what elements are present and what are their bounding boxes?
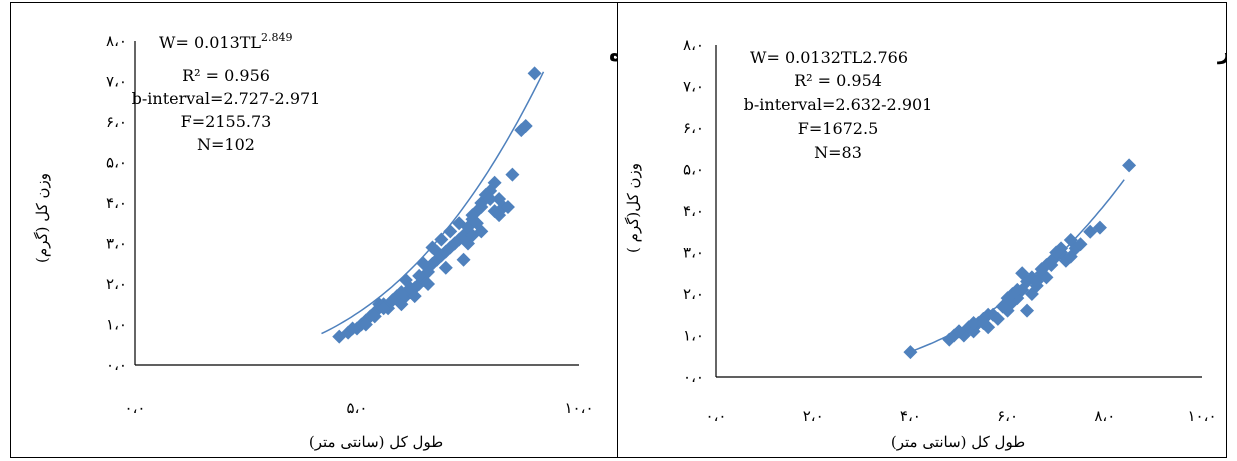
data-point — [469, 216, 484, 231]
data-point — [966, 316, 981, 331]
f-statistic-label: F=1672.5 — [798, 119, 879, 138]
y-axis-title: وزن کل(گرم ) — [624, 163, 642, 253]
sample-size-label: N=83 — [814, 143, 862, 162]
y-tick-label: ۳،۰ — [683, 244, 704, 262]
x-tick-label: ۲،۰ — [803, 407, 824, 425]
r-squared-label: R² = 0.956 — [182, 66, 270, 85]
y-tick-label: ۲،۰ — [106, 275, 127, 293]
data-point — [505, 167, 520, 182]
trendline — [905, 179, 1125, 355]
data-point — [1000, 291, 1015, 306]
data-point — [376, 301, 391, 316]
x-tick-label: ۱۰،۰ — [564, 399, 593, 417]
data-point — [1058, 253, 1073, 268]
y-tick-label: ۷،۰ — [683, 78, 704, 96]
female-chart-panel: ۰،۰ ۱،۰ ۲،۰ ۳،۰ ۴،۰ ۵،۰ ۶،۰ ۷،۰ ۸،۰ ۰،۰ ۵،۰ ۱۰،۰ ج… — [10, 2, 742, 458]
data-point — [474, 200, 489, 215]
data-point — [416, 256, 431, 271]
data-point — [398, 272, 413, 287]
x-tick-label: ۵،۰ — [347, 399, 368, 417]
data-point — [1063, 249, 1078, 264]
data-point — [461, 236, 475, 251]
x-tick-label: ۱۰،۰ — [1187, 407, 1216, 425]
y-tick-label: ۱،۰ — [106, 316, 127, 334]
data-point — [518, 119, 533, 134]
chart-title: جنسیت نر — [1217, 40, 1226, 65]
data-point — [492, 191, 507, 206]
y-tick-label: ۵،۰ — [106, 154, 127, 172]
male-scatter-chart: ۰،۰ ۱،۰ ۲،۰ ۳،۰ ۴،۰ ۵،۰ ۶،۰ ۷،۰ ۸،۰ ۰،۰ ۲،۰ ۴،۰ ۶،۰… — [624, 36, 1237, 451]
data-point — [903, 345, 918, 360]
data-point — [952, 324, 966, 339]
y-tick-label: ۶،۰ — [683, 119, 704, 137]
chart-title: جنسیت ماده — [609, 42, 617, 67]
data-point — [1063, 233, 1078, 248]
data-point — [500, 200, 515, 215]
x-tick-label: ۰،۰ — [125, 399, 146, 417]
data-point — [942, 332, 957, 347]
data-point — [1010, 282, 1025, 297]
data-point — [434, 232, 449, 247]
data-point — [456, 252, 471, 267]
x-tick-label: ۸،۰ — [1094, 407, 1115, 425]
equation-label: W= 0.0132TL2.766 — [750, 48, 908, 67]
data-point — [1024, 270, 1039, 285]
sample-size-label: N=102 — [197, 135, 255, 154]
y-tick-label: ۲،۰ — [683, 285, 704, 303]
data-point — [443, 224, 458, 239]
y-tick-label: ۱،۰ — [683, 327, 704, 345]
y-tick-label: ۴،۰ — [683, 202, 704, 220]
data-point — [514, 123, 529, 138]
r-squared-label: R² = 0.954 — [794, 71, 882, 90]
data-point — [429, 244, 444, 259]
x-axis-title: طول کل (سانتی متر) — [309, 433, 443, 451]
data-point — [345, 321, 360, 336]
data-point — [1073, 237, 1088, 252]
y-tick-label: ۷،۰ — [106, 73, 127, 91]
y-tick-label: ۵،۰ — [683, 161, 704, 179]
data-point — [1024, 287, 1039, 301]
female-scatter-chart: ۰،۰ ۱،۰ ۲،۰ ۳،۰ ۴،۰ ۵،۰ ۶،۰ ۷،۰ ۸،۰ ۰،۰ ۵،۰ ۱۰،۰ ج… — [33, 31, 742, 451]
y-axis-title: وزن کل (گرم) — [33, 173, 51, 263]
male-chart-panel: ۰،۰ ۱،۰ ۲،۰ ۳،۰ ۴،۰ ۵،۰ ۶،۰ ۷،۰ ۸،۰ ۰،۰ ۲،۰ ۴،۰ ۶،۰… — [617, 2, 1237, 458]
data-point — [358, 317, 373, 332]
data-point — [1020, 303, 1035, 318]
data-point — [385, 293, 400, 308]
y-tick-label: ۰،۰ — [106, 356, 127, 374]
data-point — [429, 252, 444, 267]
data-point — [367, 309, 382, 324]
f-statistic-label: F=2155.73 — [181, 112, 272, 131]
data-point — [976, 316, 991, 331]
data-point — [483, 191, 498, 206]
y-tick-label: ۳،۰ — [106, 235, 127, 253]
y-tick-label: ۸،۰ — [683, 36, 704, 54]
b-interval-label: b-interval=2.727-2.971 — [132, 89, 321, 108]
data-point — [407, 289, 422, 304]
data-point — [438, 260, 453, 275]
data-point — [412, 268, 427, 283]
equation-label: W= 0.013TL2.849 — [159, 31, 293, 52]
data-point — [1039, 257, 1054, 272]
x-tick-label: ۴،۰ — [900, 407, 921, 425]
x-tick-label: ۶،۰ — [997, 407, 1018, 425]
data-point — [447, 236, 462, 251]
data-point — [1039, 270, 1054, 285]
y-tick-label: ۰،۰ — [683, 368, 704, 386]
y-tick-label: ۶،۰ — [106, 113, 127, 131]
y-tick-label: ۴،۰ — [106, 194, 127, 212]
data-point — [1029, 274, 1044, 289]
y-tick-label: ۸،۰ — [106, 32, 127, 50]
data-point — [527, 66, 542, 81]
data-point — [452, 216, 467, 231]
data-point — [487, 175, 502, 190]
data-point — [1049, 245, 1064, 260]
x-axis-title: طول کل (سانتی متر) — [891, 433, 1025, 451]
data-point — [1122, 158, 1137, 173]
x-tick-label: ۰،۰ — [706, 407, 727, 425]
data-point — [1092, 220, 1107, 235]
b-interval-label: b-interval=2.632-2.901 — [744, 95, 933, 114]
data-point — [421, 277, 436, 291]
